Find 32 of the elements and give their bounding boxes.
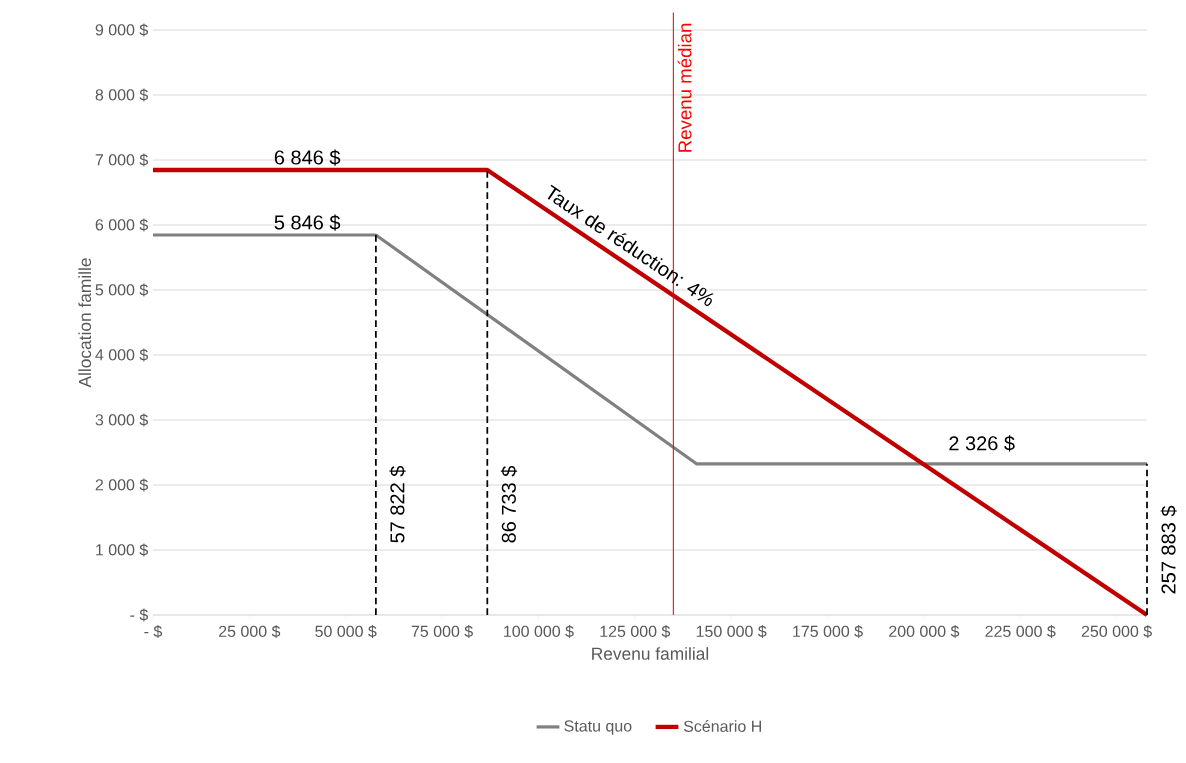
x-tick-label: 100 000 $ xyxy=(504,625,574,638)
y-tick-label: 9 000 $ xyxy=(95,23,149,37)
x-axis-title: Revenu familial xyxy=(592,647,709,660)
legend-label: Scénario H xyxy=(683,720,761,732)
x-tick-label: 175 000 $ xyxy=(793,625,863,638)
y-tick-label: 6 000 $ xyxy=(95,218,149,232)
y-tick-label: 8 000 $ xyxy=(95,88,149,102)
y-tick-label: 3 000 $ xyxy=(95,413,149,427)
legend-label: Statu quo xyxy=(564,720,632,735)
y-tick-label: 4 000 $ xyxy=(95,348,149,362)
x-tick-label: 75 000 $ xyxy=(411,625,473,638)
annotation: 6 846 $ xyxy=(274,149,341,166)
ref-line-label: Revenu médian xyxy=(677,23,692,152)
x-tick-label: 25 000 $ xyxy=(219,625,281,638)
x-tick-label: - $ xyxy=(144,625,163,638)
x-tick-label: 50 000 $ xyxy=(315,625,377,638)
x-tick-label: 125 000 $ xyxy=(600,625,671,638)
x-tick-label: 150 000 $ xyxy=(696,625,767,638)
annotation: 2 326 $ xyxy=(949,435,1015,452)
annotation: 57 822 $ xyxy=(389,465,406,543)
annotation: 5 846 $ xyxy=(274,214,341,231)
y-tick-label: 7 000 $ xyxy=(95,153,149,167)
y-tick-label: - $ xyxy=(130,608,149,622)
x-tick-label: 250 000 $ xyxy=(1081,625,1152,638)
y-tick-label: 5 000 $ xyxy=(95,283,149,297)
annotation: 257 883 $ xyxy=(1160,505,1177,594)
x-tick-label: 225 000 $ xyxy=(985,625,1056,638)
annotation: 86 733 $ xyxy=(500,465,518,543)
y-tick-label: 1 000 $ xyxy=(96,543,149,557)
y-tick-label: 2 000 $ xyxy=(95,478,149,492)
y-axis-title: Allocation famille xyxy=(78,258,92,388)
x-tick-label: 200 000 $ xyxy=(889,625,960,638)
